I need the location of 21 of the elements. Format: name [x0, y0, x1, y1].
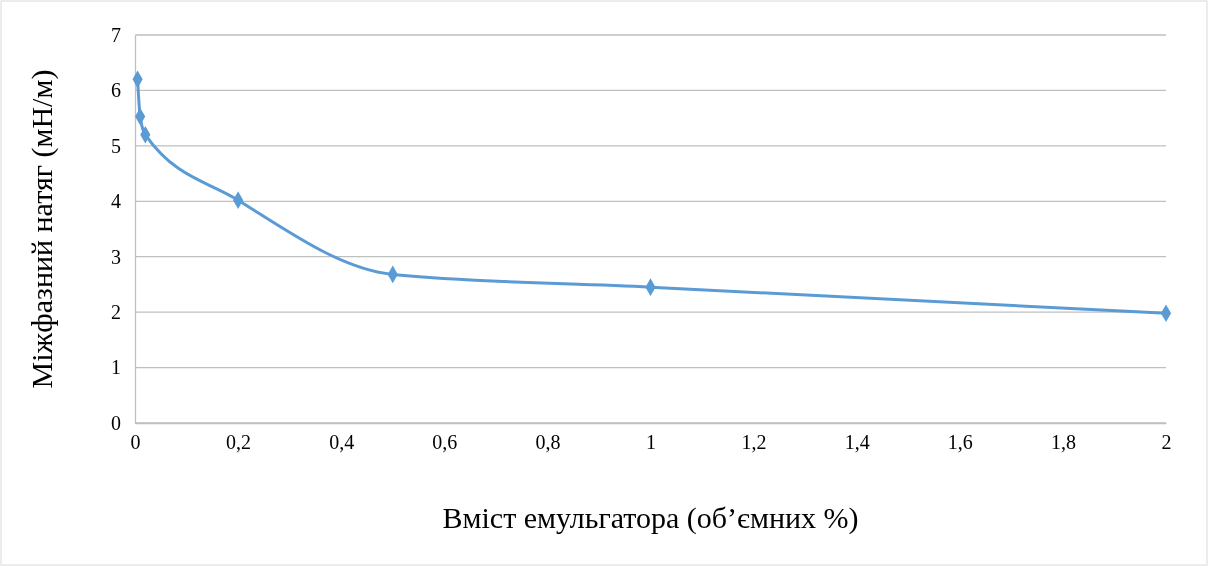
y-tick-label: 6: [111, 79, 121, 102]
x-tick-label: 0,4: [329, 431, 355, 454]
x-tick-label: 1,2: [741, 431, 767, 454]
y-tick-label: 1: [111, 356, 121, 379]
y-tick-label: 2: [111, 301, 121, 324]
y-axis-title: Міжфазний натяг (мН/м): [25, 69, 59, 389]
x-tick-label: 0,8: [535, 431, 561, 454]
y-tick-label: 3: [111, 245, 121, 268]
y-tick-label: 5: [111, 134, 121, 157]
x-tick-label: 1,4: [844, 431, 870, 454]
x-axis-title: Вміст емульгатора (об’ємних %): [442, 501, 859, 535]
x-tick-label: 1,8: [1050, 431, 1076, 454]
y-tick-label: 4: [111, 190, 121, 213]
y-tick-label: 7: [111, 23, 121, 46]
x-tick-label: 1: [646, 431, 656, 454]
x-tick-label: 0,2: [226, 431, 252, 454]
x-tick-label: 0,6: [432, 431, 458, 454]
x-tick-label: 0: [130, 431, 141, 454]
y-tick-label: 0: [111, 411, 121, 434]
x-tick-label: 1,6: [947, 431, 973, 454]
x-tick-label: 2: [1161, 431, 1172, 454]
